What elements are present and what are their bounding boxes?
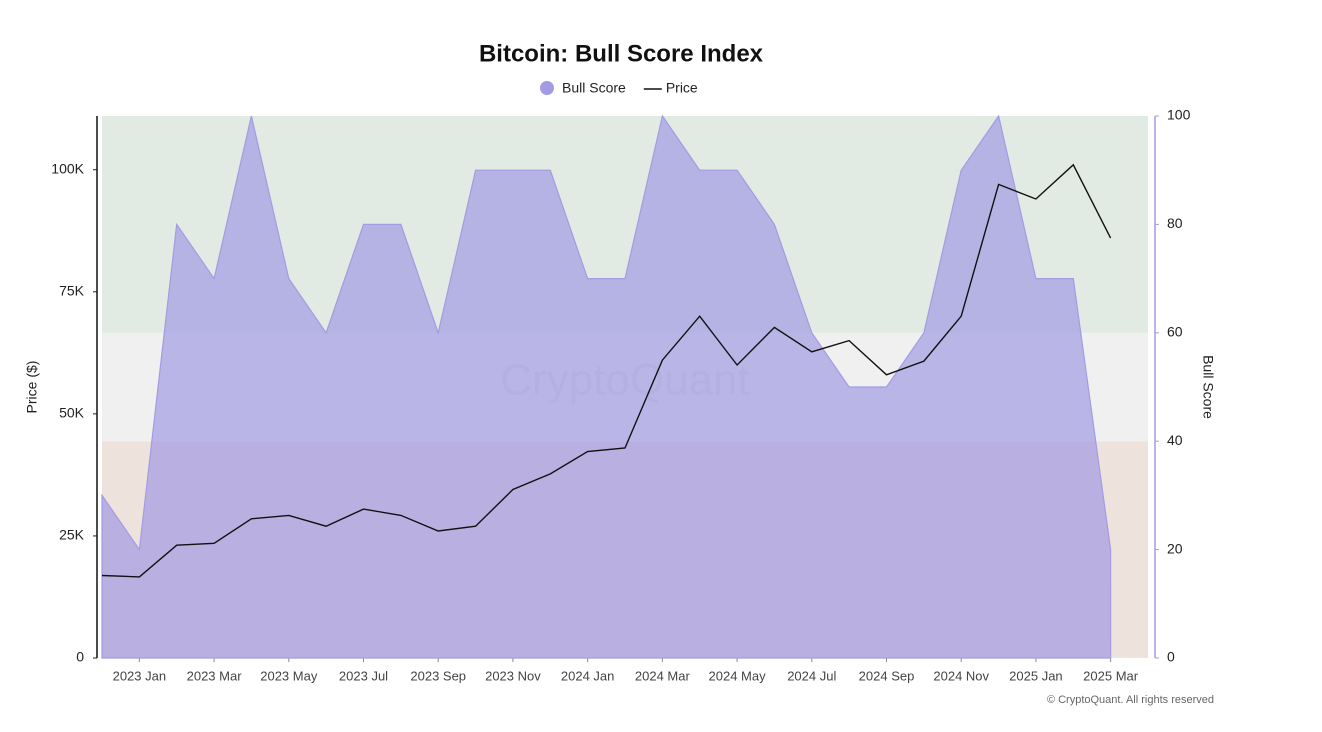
x-tick-label: 2025 Mar [1083,668,1139,683]
y2-tick-label: 40 [1167,432,1183,448]
y-tick-label: 25K [59,527,85,543]
x-tick-label: 2025 Jan [1009,668,1063,683]
legend-item: Price [643,80,698,96]
footer: © CryptoQuant. All rights reserved [1047,694,1214,706]
x-tick-label: 2023 Jan [113,668,167,683]
y-tick-label: 0 [76,649,84,665]
x-tick-label: 2024 Jul [787,668,836,683]
y2-tick-label: 100 [1167,107,1191,123]
x-tick-label: 2024 Sep [859,668,915,683]
x-tick-label: 2024 Mar [635,668,691,683]
chart-title: Bitcoin: Bull Score Index [479,40,764,67]
bull-score-area [101,114,1112,659]
y2-tick-label: 60 [1167,324,1183,340]
y2-axis-label: Bull Score [1200,355,1216,419]
x-tick-label: 2023 Nov [485,668,541,683]
y-tick-label: 100K [51,160,84,176]
y2-tick-label: 0 [1167,649,1175,665]
legend-item: Bull Score [540,80,626,96]
legend-label: Price [666,80,698,96]
x-tick-label: 2024 Nov [933,668,989,683]
x-tick-label: 2024 Jan [561,668,615,683]
x-tick-label: 2023 May [260,668,318,683]
x-tick-label: 2024 May [709,668,767,683]
x-tick-label: 2023 Jul [339,668,388,683]
y-tick-label: 75K [59,282,85,298]
y-axis-label: Price ($) [24,361,40,414]
x-tick-label: 2023 Mar [187,668,243,683]
legend-label: Bull Score [562,80,626,96]
legend-swatch [540,81,554,95]
y2-tick-label: 20 [1167,540,1183,556]
price-line [101,163,1112,578]
y-tick-label: 50K [59,405,85,421]
x-tick-label: 2023 Sep [410,668,466,683]
y2-tick-label: 80 [1167,215,1183,231]
